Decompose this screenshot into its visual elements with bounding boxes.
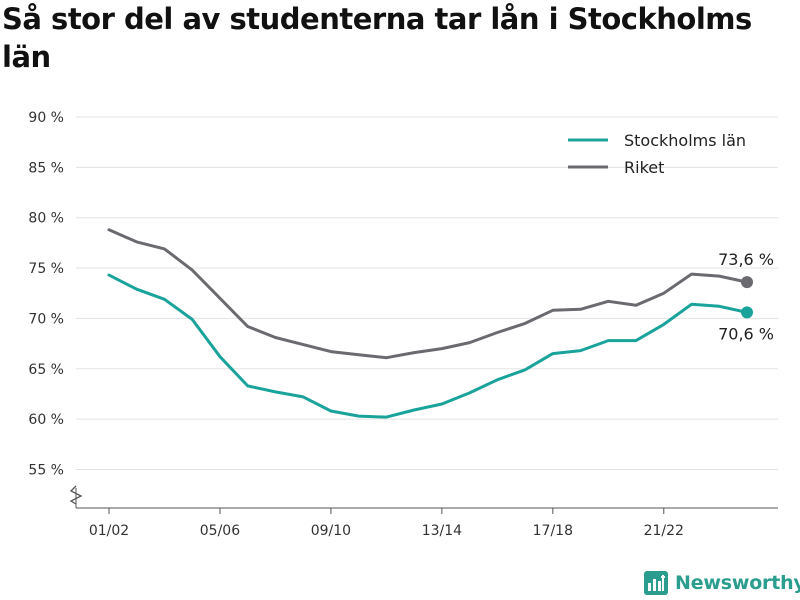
x-tick-label: 13/14 [422,523,462,539]
y-tick-label: 60 % [28,412,64,428]
legend-label: Riket [624,158,664,177]
y-tick-label: 80 % [28,211,64,227]
chart-title: Så stor del av studenterna tar lån i Sto… [2,2,752,74]
end-label: 70,6 % [718,324,774,343]
x-axis [69,485,778,509]
newsworthy-logo-icon [644,571,668,595]
legend-label: Stockholms län [624,131,746,150]
end-point [741,306,753,319]
y-tick-label: 65 % [28,362,64,378]
y-tick-label: 85 % [28,160,64,176]
gridlines [76,116,778,470]
y-tick-label: 90 % [28,110,64,126]
series-lines [107,228,749,419]
y-tick-label: 55 % [28,462,64,478]
end-point [741,276,753,289]
x-axis-ticks: 01/02 05/06 09/10 13/14 17/18 21/22 [89,508,684,539]
x-tick-label: 05/06 [200,523,240,539]
end-points: 70,6 % 73,6 % [718,250,774,343]
brand-name: Newsworthy [675,572,800,594]
y-axis-ticks: 55 % 60 % 65 % 70 % 75 % 80 % 85 % 90 % [28,110,64,478]
x-tick-label: 01/02 [89,523,129,539]
y-tick-label: 70 % [28,311,64,327]
x-tick-label: 09/10 [311,523,351,539]
x-tick-label: 21/22 [644,523,684,539]
legend: Stockholms län Riket [568,131,746,177]
series-line-riket [107,228,749,360]
brand[interactable]: Newsworthy [643,567,800,599]
end-label: 73,6 % [718,250,774,269]
series-line-stockholms-lan [107,273,749,419]
x-tick-label: 17/18 [533,523,573,539]
y-tick-label: 75 % [28,261,64,277]
axis-break-icon [69,485,83,505]
